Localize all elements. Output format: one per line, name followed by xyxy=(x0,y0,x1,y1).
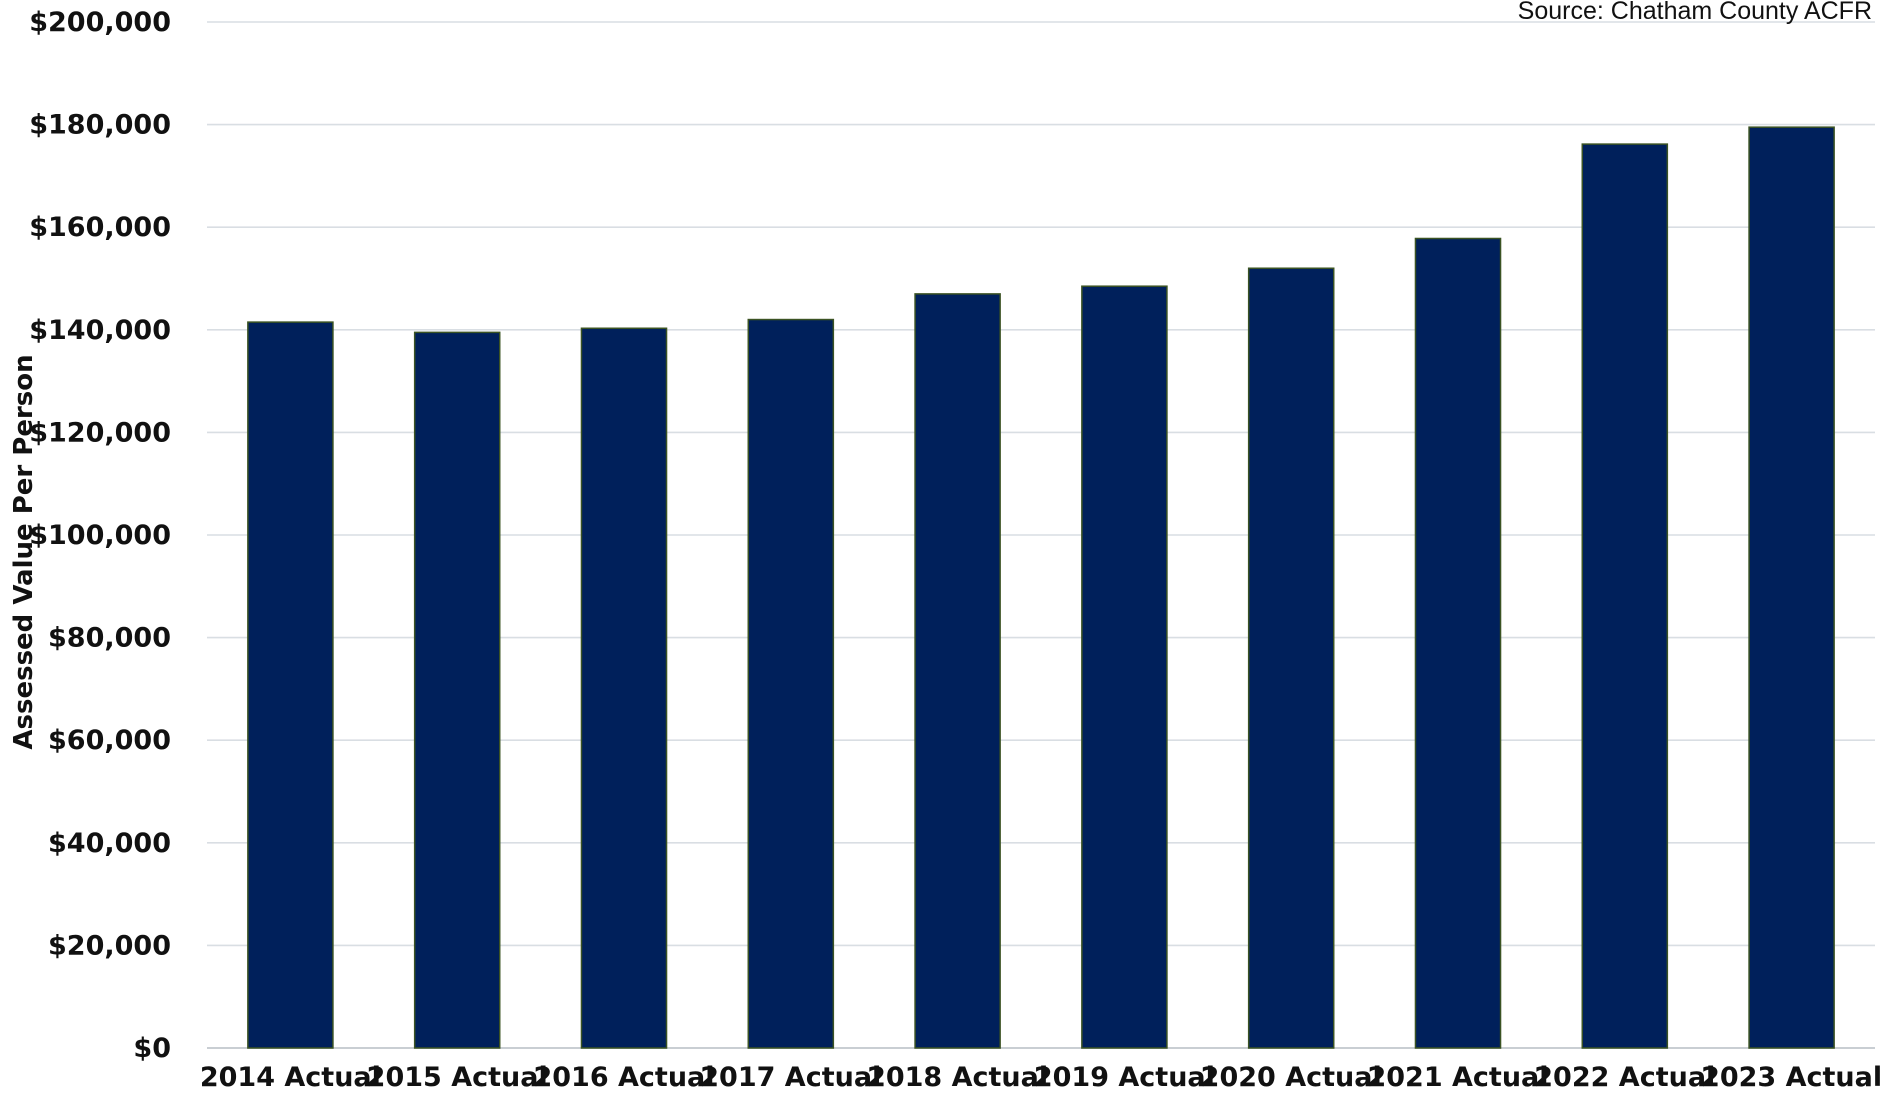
bars xyxy=(247,126,1835,1049)
bar-2017-actual xyxy=(747,318,835,1049)
x-tick-label: 2020 Actual xyxy=(1201,1062,1382,1093)
x-tick-label: 2018 Actual xyxy=(867,1062,1048,1093)
y-axis-title: Assessed Value Per Person xyxy=(9,354,39,749)
y-axis-tick-labels: $0 $20,000 $40,000 $60,000 $80,000 $100,000 $1… xyxy=(29,7,171,1064)
y-tick-label: $180,000 xyxy=(29,110,171,141)
bar-2020-actual xyxy=(1247,267,1335,1049)
x-tick-label: 2023 Actual xyxy=(1701,1062,1881,1093)
bar-2019-actual xyxy=(1081,285,1168,1049)
x-tick-label: 2016 Actual xyxy=(533,1062,714,1093)
bar-2014-actual xyxy=(247,321,334,1049)
bar-2018-actual xyxy=(914,293,1001,1049)
bar-2022-actual xyxy=(1581,143,1669,1049)
x-tick-label: 2021 Actual xyxy=(1367,1062,1548,1093)
y-tick-label: $80,000 xyxy=(48,623,171,654)
y-tick-label: $20,000 xyxy=(48,930,171,961)
y-tick-label: $160,000 xyxy=(29,212,171,243)
bar-2023-actual xyxy=(1748,126,1835,1049)
x-tick-label: 2014 Actual xyxy=(200,1062,381,1093)
x-tick-label: 2019 Actual xyxy=(1034,1062,1215,1093)
y-tick-label: $140,000 xyxy=(29,315,171,346)
y-tick-label: $100,000 xyxy=(29,520,171,551)
bar-2016-actual xyxy=(580,327,668,1049)
bar-2015-actual xyxy=(413,331,501,1049)
x-tick-label: 2015 Actual xyxy=(367,1062,548,1093)
y-tick-label: $200,000 xyxy=(29,7,171,38)
y-tick-label: $120,000 xyxy=(29,417,171,448)
bar-2021-actual xyxy=(1414,237,1502,1049)
y-tick-label: $0 xyxy=(133,1033,171,1064)
source-note: Source: Chatham County ACFR xyxy=(1518,0,1872,25)
y-tick-label: $60,000 xyxy=(48,725,171,756)
x-tick-label: 2022 Actual xyxy=(1534,1062,1715,1093)
y-tick-label: $40,000 xyxy=(48,828,171,859)
x-tick-label: 2017 Actual xyxy=(700,1062,881,1093)
